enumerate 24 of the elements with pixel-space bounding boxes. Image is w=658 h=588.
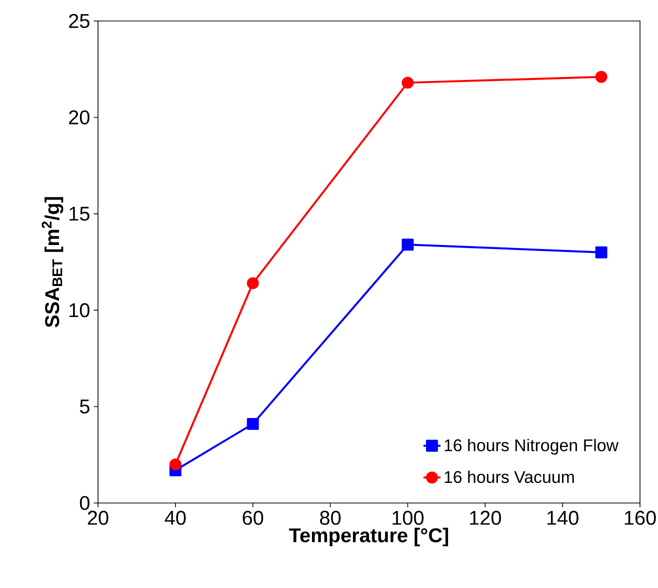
x-tick-label: 100	[392, 510, 424, 525]
point	[595, 70, 608, 83]
y-tick-label: 15	[70, 206, 90, 221]
point	[595, 246, 608, 258]
y-tick-label: 25	[69, 14, 90, 28]
x-tick-label: 80	[320, 510, 341, 525]
y-tick-label: 20	[69, 110, 90, 124]
legend-label: 16 hours Nitrogen Flow	[444, 438, 619, 455]
y-tick-label: 10	[70, 303, 90, 318]
x-tick-label: 140	[547, 510, 578, 525]
y-tick-label: 0	[80, 496, 90, 510]
point	[169, 458, 182, 470]
point	[246, 277, 259, 290]
x-tick-label: 160	[624, 510, 656, 525]
point	[246, 418, 259, 430]
x-tick-label: 120	[470, 510, 501, 525]
y-tick-label: 5	[80, 400, 90, 414]
point	[402, 76, 414, 89]
y-axis-title: SSA$_{BET}$ [m$^{2}$/g]	[42, 197, 64, 328]
legend-label: 16 hours Vacuum	[444, 470, 574, 484]
x-axis-title: Temperature [°C]	[289, 528, 448, 546]
x-tick-label: 60	[242, 510, 264, 525]
point	[402, 238, 414, 251]
x-tick-label: 40	[164, 510, 186, 525]
